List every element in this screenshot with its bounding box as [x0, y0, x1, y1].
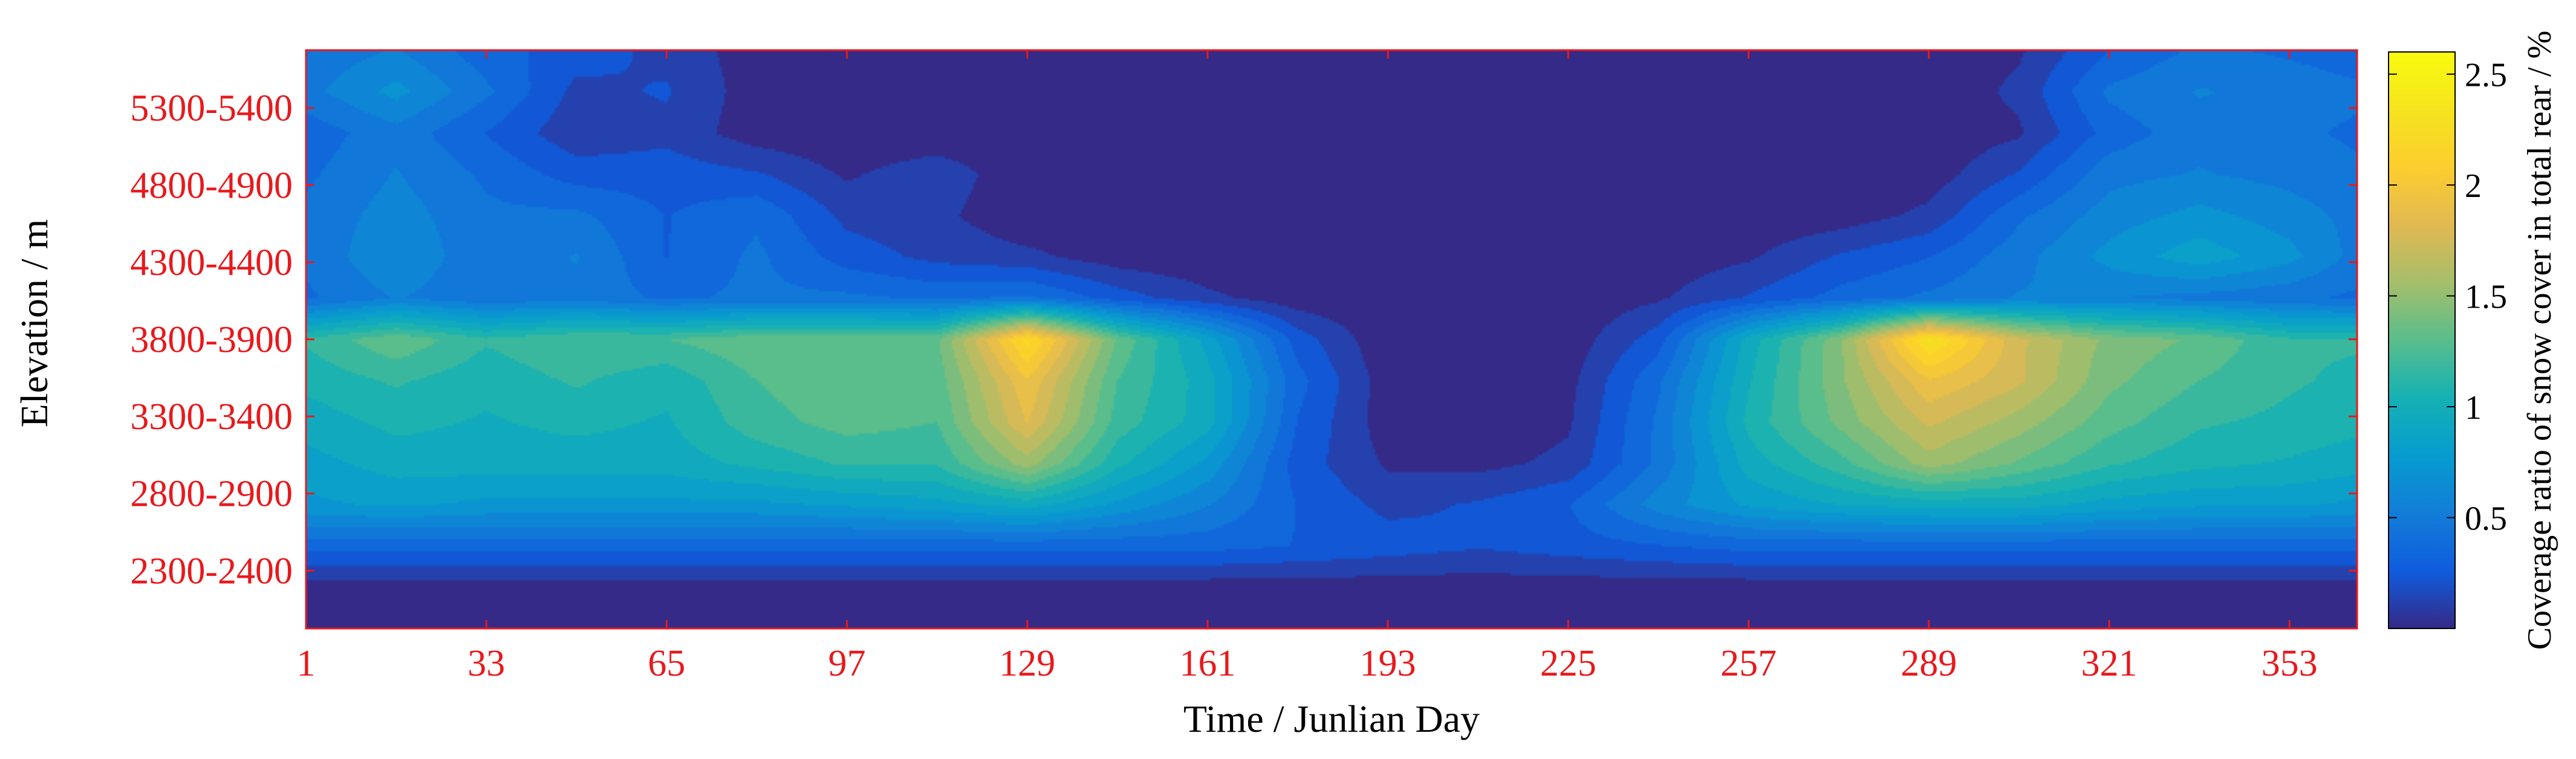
heatmap-canvas [306, 50, 2357, 628]
x-tick-label: 321 [2081, 643, 2137, 684]
colorbar-tick-label: 0.5 [2465, 500, 2507, 538]
x-tick-label: 129 [999, 643, 1055, 684]
x-tick-label: 289 [1901, 643, 1957, 684]
x-tick-label: 65 [648, 643, 685, 684]
colorbar-tick-label: 1 [2465, 389, 2482, 427]
x-tick-label: 97 [828, 643, 866, 684]
x-axis-ticks: 1 33 65 97 129 161 193 225 257 289 321 353 [297, 50, 2318, 684]
y-tick-label: 2800-2900 [130, 474, 293, 515]
colorbar-tick-label: 2 [2465, 167, 2482, 205]
y-tick-label: 2300-2400 [130, 551, 293, 592]
x-tick-label: 353 [2262, 643, 2318, 684]
y-tick-label: 4300-4400 [130, 242, 293, 283]
heatmap-surface [306, 50, 2357, 628]
colorbar-tick-label: 2.5 [2465, 57, 2507, 94]
y-tick-label: 3300-3400 [130, 396, 293, 438]
x-tick-label: 1 [297, 643, 316, 684]
x-tick-label: 33 [467, 643, 505, 684]
colorbar-tick-label: 1.5 [2465, 279, 2507, 316]
x-axis-label: Time / Junlian Day [1183, 697, 1480, 740]
y-axis-label: Elevation / m [13, 219, 56, 428]
colorbar-label: Coverage ratio of snow cover in total re… [2521, 31, 2558, 650]
x-tick-label: 193 [1360, 643, 1416, 684]
colorbar [2388, 51, 2456, 629]
colorbar-ticks: 0.5 1 1.5 2 2.5 [2389, 57, 2507, 538]
y-tick-label: 5300-5400 [130, 88, 293, 129]
colorbar-fill [2389, 52, 2455, 628]
x-tick-label: 161 [1179, 643, 1235, 684]
colorbar-frame [2388, 51, 2456, 629]
y-tick-label: 3800-3900 [130, 320, 293, 361]
y-tick-label: 4800-4900 [130, 165, 293, 206]
y-axis-ticks: 2300-2400 2800-2900 3300-3400 3800-3900 4300… [130, 88, 2357, 592]
x-tick-label: 257 [1720, 643, 1777, 684]
x-tick-label: 225 [1540, 643, 1596, 684]
